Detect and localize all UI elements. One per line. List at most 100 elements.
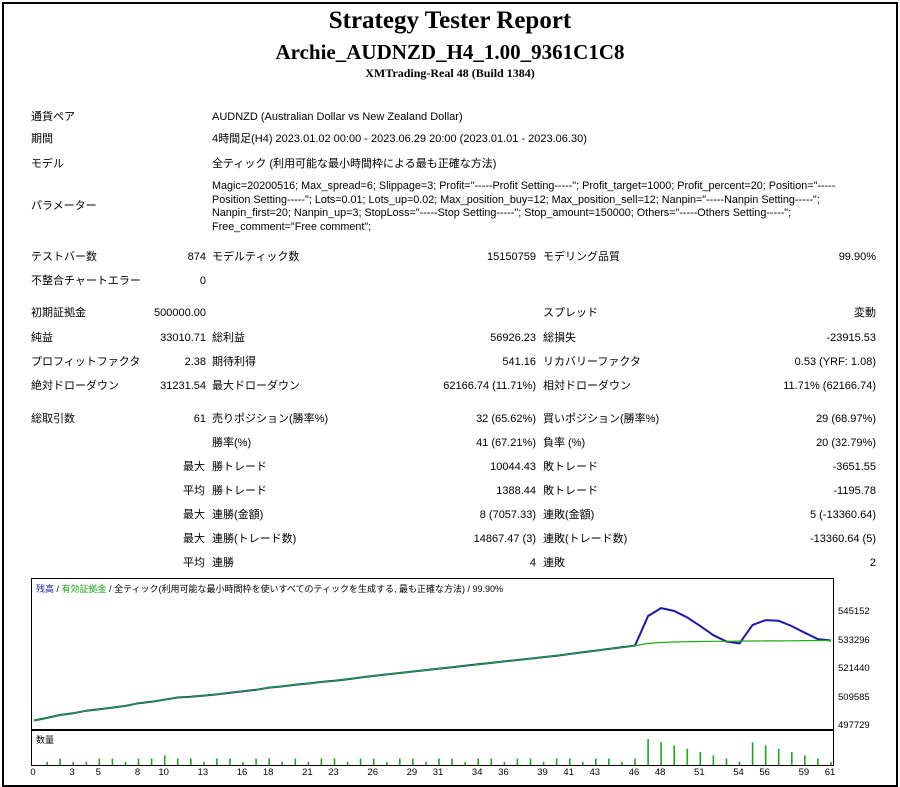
x-tick-label: 31: [432, 767, 444, 778]
deposit-value: 500000.00: [154, 307, 206, 319]
volume-bar: [529, 758, 532, 765]
volume-bar: [346, 761, 349, 765]
bars-value: 874: [187, 251, 206, 263]
x-tick-label: 0: [30, 767, 36, 778]
volume-bar: [686, 748, 689, 765]
max-consec-loss-label: 連敗(金額): [543, 509, 595, 521]
volume-bar: [595, 758, 597, 765]
volume-bar: [503, 761, 506, 765]
gross-profit-label: 総利益: [212, 332, 245, 344]
y-tick-label: 533296: [838, 634, 870, 646]
max-prefix-3: 最大: [183, 533, 205, 545]
recovery-label: リカバリーファクタ: [543, 356, 641, 368]
volume-bar: [660, 742, 662, 765]
volume-bar: [738, 761, 741, 765]
avg-prefix-1: 平均: [183, 485, 205, 497]
volume-bar: [817, 758, 819, 765]
rel-dd-label: 相対ドローダウン: [543, 380, 631, 392]
volume-chart-svg: [46, 739, 832, 765]
volume-bar: [555, 758, 558, 765]
report-title: Strategy Tester Report: [328, 7, 572, 34]
volume-bar: [163, 755, 166, 765]
net-label: 純益: [31, 332, 53, 344]
x-tick-label: 48: [654, 767, 666, 778]
volume-bar: [438, 758, 440, 765]
x-tick-label: 61: [824, 767, 836, 778]
balance-chart: 残高 / 有効証拠金 / 全ティック(利用可能な最小時間枠を使いすべてのティック…: [31, 578, 834, 730]
volume-bar: [830, 761, 832, 765]
volume-bar: [764, 745, 767, 765]
x-tick-label: 10: [158, 767, 169, 778]
equity-line: [33, 639, 831, 722]
gross-profit-value: 56926.23: [490, 332, 536, 344]
volume-bar: [98, 758, 101, 765]
volume-bar: [386, 761, 388, 765]
balance-chart-svg: [33, 607, 832, 722]
volume-bar: [72, 761, 74, 765]
avg-consec-loss-label: 連敗: [543, 557, 565, 569]
params-value: Magic=20200516; Max_spread=6; Slippage=3…: [212, 180, 836, 233]
max-loss-value: -3651.55: [832, 461, 876, 473]
x-tick-label: 54: [733, 767, 744, 778]
expected-value: 541.16: [502, 356, 536, 368]
expected-label: 期待利得: [212, 356, 256, 368]
ea-name: Archie_AUDNZD_H4_1.00_9361C1C8: [275, 40, 625, 64]
avg-loss-label: 敗トレード: [543, 485, 598, 497]
volume-bar: [451, 758, 453, 765]
volume-bar: [425, 761, 427, 765]
volume-bar: [281, 761, 283, 765]
max-loss-label: 敗トレード: [543, 461, 598, 473]
rel-dd-value: 11.71% (62166.74): [783, 380, 876, 392]
volume-bar: [255, 758, 257, 765]
y-tick-label: 545152: [838, 606, 870, 618]
period-value: 4時間足(H4) 2023.01.02 00:00 - 2023.06.29 2…: [212, 133, 587, 145]
avg-loss-value: -1195.78: [833, 485, 876, 497]
x-tick-label: 29: [406, 767, 418, 778]
volume-chart: 数量: [31, 730, 834, 766]
net-value: 33010.71: [160, 332, 206, 344]
legend-separator: /: [54, 584, 62, 594]
model-value: 全ティック (利用可能な最小時間枠による最も正確な方法): [212, 158, 497, 170]
volume-bar: [268, 758, 270, 765]
volume-bar: [621, 761, 623, 765]
x-tick-label: 46: [628, 767, 640, 778]
volume-bar: [294, 758, 297, 765]
volume-bar: [699, 752, 702, 765]
gross-loss-value: -23915.53: [826, 332, 876, 344]
avg-consec-win-value: 4: [529, 557, 536, 569]
volume-bar: [176, 758, 179, 765]
legend-equity: 有効証拠金: [61, 584, 107, 594]
quality-label: モデリング品質: [543, 251, 620, 263]
max-dd-value: 62166.74 (11.71%): [443, 380, 536, 392]
max-consec-loss-value: 5 (-13360.64): [809, 509, 876, 521]
volume-label: 数量: [36, 735, 55, 745]
volume-bar: [804, 755, 806, 765]
volume-bar: [712, 755, 715, 765]
volume-bar: [150, 758, 153, 765]
volume-bar: [634, 758, 636, 765]
volume-bar: [216, 758, 218, 765]
volume-bar: [46, 761, 48, 765]
volume-bar: [111, 758, 114, 765]
volume-bar: [307, 761, 310, 765]
max-consec-lossamt-label: 連敗(トレード数): [543, 533, 628, 545]
symbol-value: AUDNZD (Australian Dollar vs New Zealand…: [212, 111, 463, 123]
abs-dd-value: 31231.54: [160, 380, 206, 392]
model-label: モデル: [31, 158, 64, 170]
long-value: 29 (68.97%): [816, 413, 876, 425]
volume-bar: [359, 758, 362, 765]
legend-balance: 残高: [36, 584, 55, 594]
volume-bar: [59, 758, 61, 765]
max-win-label: 勝トレード: [212, 461, 267, 473]
y-tick-label: 497729: [838, 720, 870, 731]
mismatch-value: 0: [199, 275, 206, 287]
short-value: 32 (65.62%): [476, 413, 536, 425]
spread-value: 変動: [854, 307, 876, 319]
legend-quality: / 99.90%: [465, 584, 504, 594]
mismatch-label: 不整合チャートエラー: [31, 275, 141, 287]
trades-label: 総取引数: [31, 413, 75, 425]
avg-prefix-2: 平均: [183, 557, 205, 569]
x-tick-label: 8: [134, 767, 141, 778]
x-tick-label: 59: [798, 767, 810, 778]
volume-bar: [85, 761, 88, 765]
